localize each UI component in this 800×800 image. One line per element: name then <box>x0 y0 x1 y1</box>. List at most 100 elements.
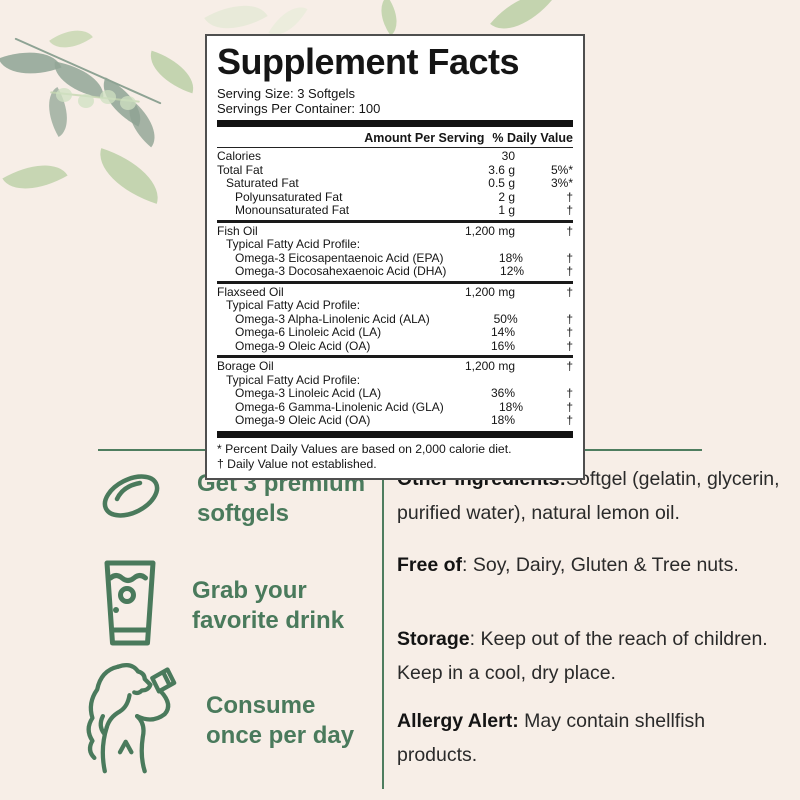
nutrient-name: Omega-3 Alpha-Linolenic Acid (ALA) <box>235 311 430 326</box>
amount-per-serving-value: 18% <box>498 250 523 265</box>
daily-value: 5%* <box>550 162 573 177</box>
benefit-item-drink: Grab your favorite drink <box>100 558 344 653</box>
section-divider <box>217 219 573 223</box>
softgel-icon <box>95 468 167 529</box>
leaf-decoration <box>90 148 168 204</box>
free-of-label: Free of <box>397 554 463 576</box>
facts-row: Typical Fatty Acid Profile: <box>217 237 573 252</box>
facts-row: Fish Oil 1,200 mg † <box>217 223 573 239</box>
nutrient-name: Typical Fatty Acid Profile: <box>226 372 361 387</box>
facts-row: Omega-9 Oleic Acid (OA) 18% † <box>217 413 573 428</box>
facts-row: Polyunsaturated Fat 2 g † <box>217 189 573 205</box>
benefit-line: Consume <box>206 691 316 719</box>
benefit-text: Consume once per day <box>206 691 354 751</box>
facts-row: Omega-3 Docosahexaenoic Acid (DHA) 12% † <box>217 264 573 279</box>
supplement-facts-title: Supplement Facts <box>217 41 520 82</box>
footnote-dv-not-established: † Daily Value not established. <box>217 456 377 471</box>
nutrient-name: Omega-6 Gamma-Linolenic Acid (GLA) <box>235 399 444 414</box>
nutrient-name: Omega-3 Linoleic Acid (LA) <box>235 386 382 400</box>
drinking-person-icon <box>82 658 196 783</box>
amount-per-serving-value: 12% <box>500 264 525 278</box>
amount-per-serving-value: 0.5 g <box>488 176 515 190</box>
amount-per-serving-value: 1,200 mg <box>464 223 515 238</box>
leaf-decoration <box>56 88 72 102</box>
column-header: Amount Per Serving % Daily Value <box>217 130 573 146</box>
nutrient-name: Typical Fatty Acid Profile: <box>226 237 361 251</box>
facts-row: Omega-3 Linoleic Acid (LA) 36% † <box>217 386 573 401</box>
amount-per-serving-value: 50% <box>493 311 518 326</box>
info-column: Other Ingredients:Softgel (gelatin, glyc… <box>397 462 789 772</box>
facts-row: Typical Fatty Acid Profile: <box>217 372 573 388</box>
amount-per-serving-header: Amount Per Serving <box>364 131 485 145</box>
amount-per-serving-value: 18% <box>498 399 524 414</box>
free-of-text: : Soy, Dairy, Gluten & Tree nuts. <box>462 554 739 576</box>
section-divider <box>217 355 573 358</box>
nutrient-name: Calories <box>217 149 262 163</box>
thick-footer-bar <box>217 430 573 438</box>
daily-value: † <box>566 284 573 299</box>
benefit-line: softgels <box>197 499 290 527</box>
benefit-text: Get 3 premium softgels <box>197 469 365 529</box>
daily-value: † <box>566 189 573 204</box>
nutrient-name: Omega-3 Docosahexaenoic Acid (DHA) <box>235 264 447 278</box>
benefit-item-consume: Consume once per day <box>82 658 354 783</box>
daily-value: † <box>566 399 573 414</box>
nutrient-name: Flaxseed Oil <box>217 284 284 299</box>
amount-per-serving-value: 2 g <box>498 189 515 204</box>
benefit-line: favorite drink <box>192 606 345 634</box>
amount-per-serving-value: 1,200 mg <box>464 359 515 373</box>
amount-per-serving-value: 1 g <box>498 203 515 217</box>
storage-block: Storage: Keep out of the reach of childr… <box>397 622 789 690</box>
facts-row: Monounsaturated Fat 1 g † <box>217 203 573 218</box>
nutrient-name: Fish Oil <box>217 223 258 238</box>
daily-value-header: % Daily Value <box>492 131 573 145</box>
facts-rows: Calories 30 Total Fat 3.6 g 5%* Saturated Fat… <box>217 149 573 428</box>
facts-row: Omega-6 Gamma-Linolenic Acid (GLA) 18% † <box>217 399 573 415</box>
leaf-decoration <box>100 90 116 104</box>
daily-value: † <box>566 264 573 278</box>
leaf-decoration <box>142 50 202 94</box>
daily-value: 3%* <box>550 176 573 190</box>
section-divider <box>217 280 573 284</box>
nutrient-name: Total Fat <box>217 162 264 177</box>
storage-text: : Keep out of the reach of children. Kee… <box>397 628 768 684</box>
nutrient-name: Omega-3 Eicosapentaenoic Acid (EPA) <box>235 250 444 265</box>
leaf-decoration <box>2 149 68 205</box>
nutrient-name: Typical Fatty Acid Profile: <box>226 298 361 312</box>
facts-row: Total Fat 3.6 g 5%* <box>217 162 573 178</box>
nutrient-name: Omega-6 Linoleic Acid (LA) <box>235 325 382 339</box>
daily-value: † <box>566 413 573 427</box>
nutrient-name: Borage Oil <box>217 359 274 373</box>
supplement-facts-panel: Supplement Facts Serving Size: 3 Softgel… <box>205 34 585 480</box>
nutrient-name: Omega-9 Oleic Acid (OA) <box>235 338 371 353</box>
daily-value: † <box>566 250 573 265</box>
daily-value: † <box>566 359 573 373</box>
allergy-alert-block: Allergy Alert: May contain shellfish pro… <box>397 704 789 772</box>
allergy-alert-text: May contain shellfish products. <box>397 710 706 766</box>
free-of-block: Free of: Soy, Dairy, Gluten & Tree nuts. <box>397 548 789 582</box>
amount-per-serving-value: 1,200 mg <box>464 284 515 299</box>
storage-label: Storage <box>397 628 470 650</box>
amount-per-serving-value: 30 <box>501 149 515 163</box>
leaf-decoration <box>120 96 136 110</box>
leaf-decoration <box>78 94 94 108</box>
vertical-divider <box>382 453 384 789</box>
thick-separator-bar <box>217 120 573 127</box>
amount-per-serving-value: 16% <box>490 338 515 353</box>
facts-row: Omega-3 Eicosapentaenoic Acid (EPA) 18% † <box>217 250 573 266</box>
servings-per-container: Servings Per Container: 100 <box>217 101 381 116</box>
daily-value: † <box>566 203 573 217</box>
facts-row: Borage Oil 1,200 mg † <box>217 359 573 374</box>
nutrient-name: Monounsaturated Fat <box>235 203 350 217</box>
daily-value: † <box>566 311 573 326</box>
facts-row: Omega-6 Linoleic Acid (LA) 14% † <box>217 325 573 340</box>
benefit-item-softgels: Get 3 premium softgels <box>95 468 365 529</box>
facts-row: Calories 30 <box>217 149 573 164</box>
facts-row: Saturated Fat 0.5 g 3%* <box>217 176 573 191</box>
amount-per-serving-value: 3.6 g <box>488 162 515 177</box>
facts-row: Omega-3 Alpha-Linolenic Acid (ALA) 50% † <box>217 311 573 327</box>
amount-per-serving-value: 18% <box>490 413 515 427</box>
nutrient-name: Saturated Fat <box>226 176 299 190</box>
footnote-daily-values: * Percent Daily Values are based on 2,00… <box>217 441 512 456</box>
